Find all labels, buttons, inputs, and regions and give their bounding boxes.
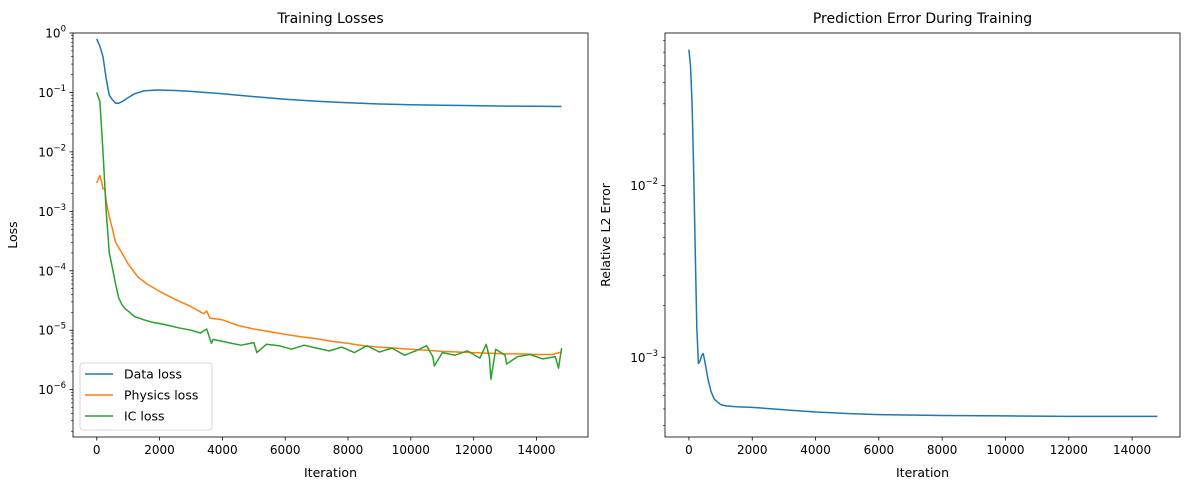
series-line-physics-loss bbox=[96, 174, 562, 356]
x-tick-label: 6000 bbox=[864, 443, 895, 457]
y-axis-label: Loss bbox=[5, 221, 20, 248]
legend-entry: Data loss bbox=[124, 367, 182, 382]
series-line-error bbox=[688, 49, 1158, 418]
chart-panel-2: 0 2000 4000 6000 8000 10000 12000 14000 10−2 10−3… bbox=[598, 11, 1181, 480]
legend: Data loss Physics loss IC loss bbox=[79, 362, 213, 431]
chart-title: Prediction Error During Training bbox=[813, 11, 1032, 27]
chart-panel-1: 0 2000 4000 6000 8000 10000 12000 14000 100 10−1 1… bbox=[5, 11, 589, 480]
x-axis-label: Iteration bbox=[304, 465, 357, 480]
x-tick-label: 10000 bbox=[986, 443, 1024, 457]
series-line-data-loss bbox=[96, 38, 562, 108]
x-tick-label: 0 bbox=[93, 443, 101, 457]
y-tick-label: 10−1 bbox=[38, 84, 66, 100]
series-group bbox=[95, 38, 563, 380]
chart-title: Training Losses bbox=[276, 11, 383, 27]
y-tick-label: 10−5 bbox=[38, 322, 66, 338]
y-tick-label: 10−2 bbox=[38, 143, 66, 159]
x-tick-label: 4000 bbox=[800, 443, 831, 457]
axes-frame bbox=[664, 32, 1181, 438]
y-tick-label: 10−4 bbox=[38, 262, 66, 278]
legend-box bbox=[79, 362, 213, 431]
x-tick-label: 8000 bbox=[927, 443, 958, 457]
x-tick-label: 0 bbox=[685, 443, 693, 457]
y-tick-label: 100 bbox=[45, 25, 66, 41]
y-tick-label: 10−3 bbox=[630, 349, 658, 365]
x-tick-label: 2000 bbox=[737, 443, 768, 457]
y-tick-label: 10−3 bbox=[38, 203, 66, 219]
x-tick-label: 2000 bbox=[144, 443, 175, 457]
x-tick-label: 12000 bbox=[455, 443, 493, 457]
y-tick-label: 10−2 bbox=[630, 177, 658, 193]
series-group bbox=[688, 49, 1158, 418]
y-tick-label: 10−6 bbox=[38, 381, 66, 397]
series-line-ic-loss bbox=[95, 92, 563, 380]
x-axis-label: Iteration bbox=[896, 465, 949, 480]
x-tick-label: 12000 bbox=[1050, 443, 1088, 457]
x-tick-label: 4000 bbox=[207, 443, 238, 457]
legend-entry: Physics loss bbox=[124, 388, 198, 403]
x-tick-label: 6000 bbox=[270, 443, 301, 457]
x-tick-label: 8000 bbox=[333, 443, 364, 457]
x-tick-label: 14000 bbox=[1113, 443, 1151, 457]
x-tick-label: 14000 bbox=[517, 443, 555, 457]
x-tick-label: 10000 bbox=[392, 443, 430, 457]
y-axis-label: Relative L2 Error bbox=[598, 182, 613, 287]
legend-entry: IC loss bbox=[124, 409, 165, 424]
